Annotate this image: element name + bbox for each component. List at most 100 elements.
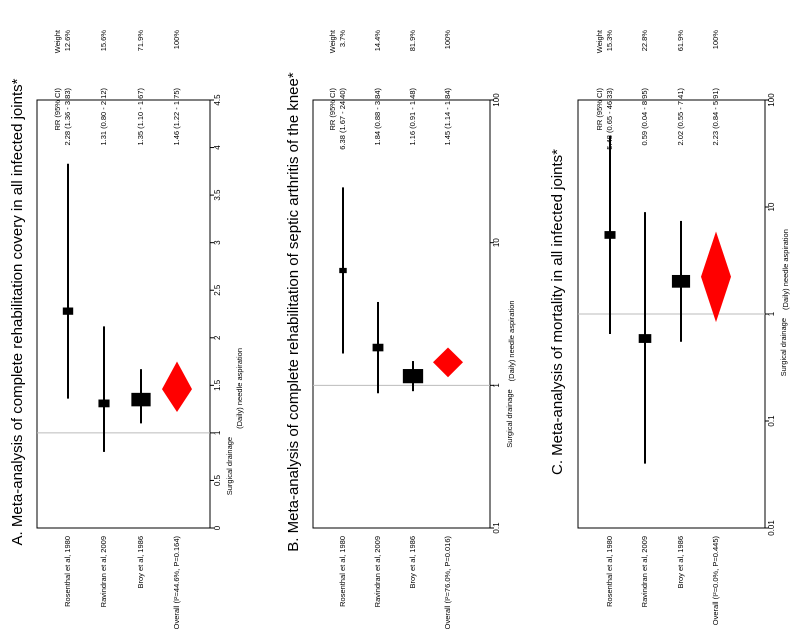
weight-column-header: Weight	[328, 29, 337, 53]
favours-left-label: Surgical drainage	[779, 318, 788, 376]
point-estimate	[372, 343, 384, 352]
favours-left-label: Surgical drainage	[225, 437, 234, 495]
rr-value: 2.28 (1.36 - 3.83)	[63, 88, 72, 146]
weight-value: 81.9%	[408, 30, 417, 52]
weight-value: 22.8%	[640, 30, 649, 52]
weight-value: 12.6%	[63, 30, 72, 52]
axis-tick-label: 0.1	[767, 415, 776, 427]
study-name: Broy et al, 1986	[408, 536, 417, 589]
weight-column-header: Weight	[595, 29, 604, 53]
study-name: Rosenthal et al, 1980	[338, 536, 347, 607]
weight-value: 14.4%	[373, 30, 382, 52]
chart-title: C. Meta-analysis of mortality in all inf…	[549, 149, 566, 475]
overall-row: Overall (I²=44.6%, P=0.164) 1.46 (1.22 - …	[162, 30, 192, 630]
study-name: Rosenthal et al, 1980	[63, 536, 72, 607]
rr-column-header: RR (95% CI)	[328, 88, 337, 131]
rr-value: 2.02 (0.55 - 7.41)	[676, 88, 685, 146]
rr-value: 0.59 (0.04 - 8.95)	[640, 88, 649, 146]
rr-value: 1.16 (0.91 - 1.48)	[408, 88, 417, 146]
weight-column-header: Weight	[53, 29, 62, 53]
study-row: Rosenthal et al, 1980 6.38 (1.67 - 24.40)…	[338, 30, 347, 607]
weight-value: 71.9%	[136, 30, 145, 52]
axis-tick-label: 3	[213, 240, 222, 245]
axis-tick-label: 100	[767, 93, 776, 107]
study-row: Rosenthal et al, 1980 2.28 (1.36 - 3.83) 1…	[62, 30, 74, 607]
overall-label: Overall (I²=44.6%, P=0.164)	[172, 536, 181, 630]
point-estimate	[671, 274, 691, 288]
overall-rr-value: 2.23 (0.84 - 5.91)	[711, 88, 720, 146]
axis-tick-label: 1	[767, 311, 776, 316]
overall-row: Overall (I²=76.0%, P=0.016) 1.45 (1.14 - …	[433, 30, 463, 630]
axis-tick-label: 0.01	[767, 520, 776, 536]
chart-title: A. Meta-analysis of complete rehabilitat…	[9, 78, 26, 545]
study-row: Ravindran et al, 2009 1.31 (0.80 - 2.12) 1…	[98, 30, 110, 607]
study-row: Broy et al, 1986 1.16 (0.91 - 1.48) 81.9%	[402, 30, 424, 589]
point-estimate	[98, 399, 110, 408]
study-name: Ravindran et al, 2009	[640, 536, 649, 607]
rr-value: 1.35 (1.10 - 1.67)	[136, 88, 145, 146]
weight-value: 61.9%	[676, 30, 685, 52]
rr-value: 5.48 (0.65 - 46.33)	[605, 88, 614, 150]
point-estimate	[62, 307, 74, 315]
overall-row: Overall (I²=0.0%, P=0.445) 2.23 (0.84 - 5…	[701, 30, 731, 626]
overall-rr-value: 1.45 (1.14 - 1.84)	[443, 88, 452, 146]
axis-tick-label: 1.5	[213, 379, 222, 391]
axis-tick-label: 0	[213, 525, 222, 530]
overall-weight-value: 100%	[711, 30, 720, 50]
study-name: Ravindran et al, 2009	[99, 536, 108, 607]
rr-column-header: RR (95% CI)	[595, 88, 604, 131]
favours-right-label: (Daily) needle aspiration	[781, 229, 790, 310]
axis-tick-label: 3.5	[213, 189, 222, 201]
overall-label: Overall (I²=76.0%, P=0.016)	[443, 536, 452, 630]
chart-title: B. Meta-analysis of complete rehabilitat…	[285, 72, 302, 552]
overall-diamond	[701, 231, 731, 323]
rr-column-header: RR (95% CI)	[53, 88, 62, 131]
point-estimate	[131, 392, 151, 407]
overall-diamond	[433, 347, 463, 378]
point-estimate	[638, 334, 652, 343]
axis-tick-label: 0.5	[213, 474, 222, 486]
axis-tick-label: 4	[213, 145, 222, 150]
weight-value: 3.7%	[338, 30, 347, 47]
rr-value: 1.84 (0.88 - 3.84)	[373, 88, 382, 146]
study-name: Broy et al, 1986	[136, 536, 145, 589]
axis-tick-label: 100	[492, 93, 501, 107]
study-name: Broy et al, 1986	[676, 536, 685, 589]
forest-plot-c: C. Meta-analysis of mortality in all inf…	[549, 29, 790, 625]
study-row: Ravindran et al, 2009 1.84 (0.88 - 3.84) 1…	[372, 30, 384, 607]
overall-weight-value: 100%	[172, 30, 181, 50]
axis-tick-label: 0.1	[492, 522, 501, 534]
forest-plot-b: B. Meta-analysis of complete rehabilitat…	[285, 29, 516, 629]
axis-tick-label: 1	[213, 430, 222, 435]
overall-rr-value: 1.46 (1.22 - 1.75)	[172, 88, 181, 146]
point-estimate	[402, 369, 424, 384]
study-row: Rosenthal et al, 1980 5.48 (0.65 - 46.33)…	[604, 30, 616, 607]
study-row: Broy et al, 1986 1.35 (1.10 - 1.67) 71.9%	[131, 30, 151, 589]
study-row: Ravindran et al, 2009 0.59 (0.04 - 8.95) 2…	[638, 30, 652, 607]
point-estimate	[339, 267, 347, 274]
overall-label: Overall (I²=0.0%, P=0.445)	[711, 536, 720, 626]
favours-left-label: Surgical drainage	[505, 389, 514, 447]
axis-tick-label: 10	[492, 238, 501, 247]
study-name: Ravindran et al, 2009	[373, 536, 382, 607]
weight-value: 15.6%	[99, 30, 108, 52]
axis-tick-label: 10	[767, 202, 776, 211]
overall-diamond	[162, 361, 192, 412]
axis-tick-label: 1	[492, 383, 501, 388]
favours-right-label: (Daily) needle aspiration	[507, 300, 516, 381]
axis-tick-label: 2	[213, 335, 222, 340]
overall-weight-value: 100%	[443, 30, 452, 50]
plot-frame	[312, 99, 491, 529]
plot-frame	[36, 99, 211, 529]
point-estimate	[604, 231, 616, 239]
weight-value: 15.3%	[605, 30, 614, 52]
study-name: Rosenthal et al, 1980	[605, 536, 614, 607]
rr-value: 1.31 (0.80 - 2.12)	[99, 88, 108, 146]
forest-plot-a: A. Meta-analysis of complete rehabilitat…	[9, 29, 244, 629]
axis-tick-label: 2.5	[213, 284, 222, 296]
axis-tick-label: 4.5	[213, 94, 222, 106]
rr-value: 6.38 (1.67 - 24.40)	[338, 88, 347, 150]
study-row: Broy et al, 1986 2.02 (0.55 - 7.41) 61.9%	[671, 30, 691, 589]
favours-right-label: (Daily) needle aspiration	[235, 348, 244, 429]
